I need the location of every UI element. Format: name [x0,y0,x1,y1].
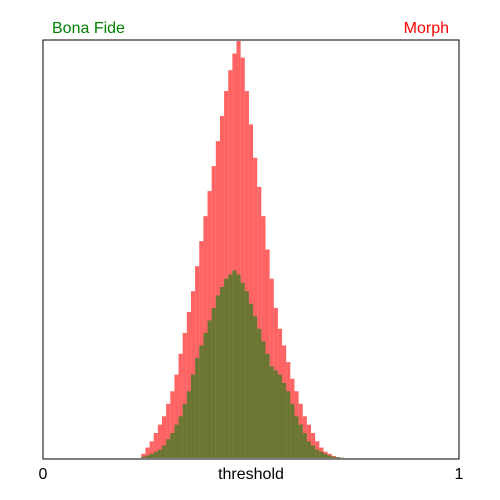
bar [211,307,216,458]
bar [174,424,179,458]
series-bona-fide [141,270,345,458]
bar [149,453,154,458]
bar [257,186,262,458]
bar [240,57,245,459]
bar [228,274,233,458]
bar [298,424,303,458]
bar [265,353,270,458]
bar [186,312,191,458]
legend-morph: Morph [404,20,449,37]
bar [244,291,249,458]
bar [149,441,154,458]
bar [141,456,146,458]
bar [178,353,183,458]
bar [335,457,341,458]
bar [203,332,208,458]
bar [182,332,187,458]
bar [224,91,229,458]
bar [306,441,312,458]
bar [190,374,196,458]
bar [199,345,204,458]
bar [282,382,287,458]
bar [174,374,179,458]
bar [244,91,249,458]
bar [240,282,245,458]
bar [323,453,328,458]
bar [207,320,212,458]
bar [248,303,254,458]
bar [311,445,316,458]
bar [294,416,299,458]
bar [161,445,167,458]
bar [253,316,258,458]
bar [141,453,146,458]
bar [186,391,191,458]
bar [315,449,320,458]
bar [290,403,295,458]
plot-frame [42,39,460,460]
bar [157,449,162,458]
bar [215,295,220,458]
bar [153,451,158,458]
bar [302,432,307,458]
bar [236,41,241,458]
bar [327,455,332,458]
bar [219,287,225,458]
bar [236,274,241,458]
bar [269,366,274,458]
x-axis-label: threshold [218,466,284,483]
bar [178,416,183,458]
bar [232,53,237,458]
bar [161,416,167,458]
x-tick-label-0: 0 [39,466,48,483]
bar [195,357,200,458]
bar [157,424,162,458]
bar [319,451,324,458]
bar [182,403,187,458]
bar [273,370,278,458]
bar [170,432,175,458]
bar [170,391,175,458]
bar [331,456,336,458]
bar [261,216,266,458]
bar [166,439,171,458]
bar [261,341,266,458]
x-tick-label-1: 1 [455,466,464,483]
bar [232,270,237,458]
legend-bona-fide: Bona Fide [52,20,125,37]
bar [153,432,158,458]
chart-marks [141,41,345,459]
bar [145,447,150,458]
bar [277,374,283,458]
bar [253,157,258,458]
bar [224,278,229,458]
bar [166,403,171,458]
bar [257,328,262,458]
bar [248,124,254,459]
bar [286,391,291,458]
bar [145,455,150,458]
bar [228,70,233,458]
